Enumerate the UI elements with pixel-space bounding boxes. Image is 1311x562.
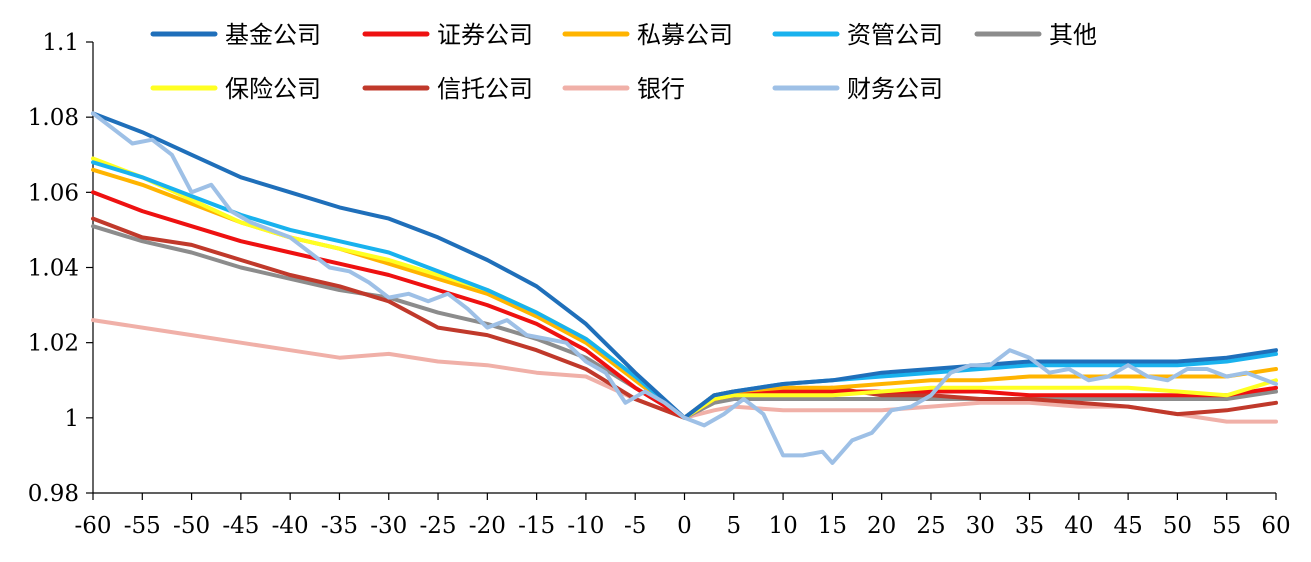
- legend-label-6: 信托公司: [437, 75, 533, 103]
- series-line-7: [91, 318, 1278, 424]
- legend-label-4: 其他: [1049, 21, 1097, 49]
- x-tick-label: -45: [222, 513, 259, 539]
- x-tick-label: -10: [567, 513, 604, 539]
- x-tick-label: -30: [370, 513, 407, 539]
- series-line-2: [91, 167, 1278, 420]
- x-tick-label: 60: [1261, 513, 1290, 539]
- x-tick-label: 30: [966, 513, 995, 539]
- series-lines: [91, 111, 1278, 465]
- legend-label-0: 基金公司: [225, 21, 321, 49]
- x-tick-label: -25: [420, 513, 457, 539]
- legend-label-1: 证券公司: [437, 21, 533, 49]
- x-tick-label: -5: [624, 513, 646, 539]
- x-tick-label: 5: [726, 513, 741, 539]
- x-tick-label: 35: [1015, 513, 1044, 539]
- legend-label-7: 银行: [637, 75, 685, 103]
- x-tick-label: -20: [469, 513, 506, 539]
- y-tick-label: 1.04: [28, 256, 79, 282]
- legend-label-8: 财务公司: [847, 75, 943, 103]
- y-tick-label: 0.98: [28, 481, 79, 507]
- x-tick-label: -40: [272, 513, 309, 539]
- y-tick-label: 1.08: [28, 105, 79, 131]
- x-tick-label: 45: [1113, 513, 1142, 539]
- series-line-1: [91, 190, 1278, 420]
- legend-label-5: 保险公司: [225, 75, 321, 103]
- x-tick-label: 15: [818, 513, 847, 539]
- legend-label-2: 私募公司: [637, 21, 733, 49]
- x-tick-label: -15: [518, 513, 555, 539]
- y-tick-label: 1.1: [42, 30, 79, 56]
- x-tick-label: 55: [1212, 513, 1241, 539]
- y-tick-label: 1.06: [28, 180, 79, 206]
- y-tick-label: 1.02: [28, 331, 79, 357]
- y-tick-label: 1: [64, 406, 79, 432]
- x-tick-label: 0: [677, 513, 692, 539]
- x-tick-label: -35: [321, 513, 358, 539]
- x-tick-label: 10: [768, 513, 797, 539]
- x-tick-label: -60: [74, 513, 111, 539]
- series-line-8: [91, 111, 1278, 465]
- x-tick-label: 25: [916, 513, 945, 539]
- legend-label-3: 资管公司: [847, 21, 943, 49]
- x-tick-label: -55: [124, 513, 161, 539]
- x-tick-label: 50: [1163, 513, 1192, 539]
- x-tick-label: 40: [1064, 513, 1093, 539]
- x-tick-label: -50: [173, 513, 210, 539]
- series-line-0: [91, 111, 1278, 420]
- x-tick-label: 20: [867, 513, 896, 539]
